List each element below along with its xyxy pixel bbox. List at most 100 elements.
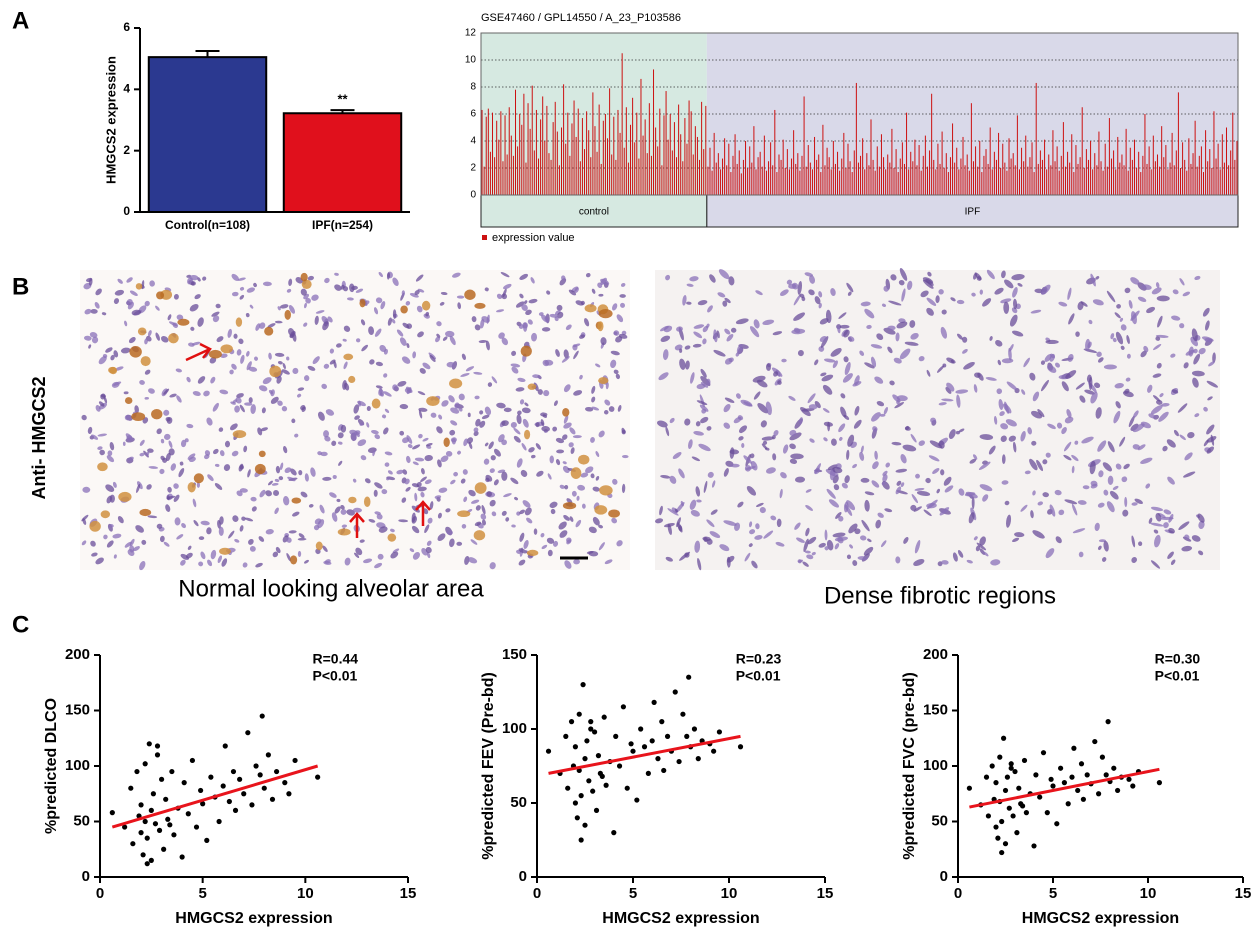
stained-cell (97, 462, 108, 472)
nucleus (192, 391, 201, 396)
nucleus (501, 510, 507, 516)
nucleus (1183, 471, 1196, 478)
nucleus (899, 348, 911, 360)
point (1111, 765, 1117, 771)
nucleus (899, 268, 908, 281)
nucleus (929, 440, 943, 449)
bar (282, 112, 403, 213)
nucleus (89, 331, 98, 338)
point (1084, 772, 1090, 778)
stained-cell (129, 346, 142, 358)
nucleus (227, 328, 232, 338)
bar (1225, 127, 1227, 195)
nucleus (418, 409, 423, 419)
histology-image (654, 268, 1220, 571)
nucleus (169, 393, 177, 398)
bar (883, 157, 885, 195)
nucleus (975, 545, 981, 552)
bar (857, 162, 859, 195)
trend-line (111, 764, 319, 829)
nucleus (696, 400, 708, 406)
bar (964, 165, 966, 195)
nucleus (327, 316, 333, 323)
nucleus (381, 489, 388, 495)
bar (680, 134, 682, 195)
nucleus (1140, 457, 1153, 464)
nucleus (514, 496, 519, 501)
nucleus (689, 276, 699, 282)
nucleus (870, 344, 883, 349)
nucleus (1084, 389, 1095, 395)
bar (607, 138, 609, 195)
nucleus (286, 537, 292, 543)
bar (998, 132, 1000, 195)
stained-cell (387, 533, 397, 542)
bar (1052, 130, 1054, 195)
nucleus (176, 314, 184, 321)
nucleus (189, 274, 199, 281)
nucleus (569, 516, 574, 522)
point (163, 796, 169, 802)
y-tick-label: 150 (65, 701, 90, 718)
nucleus (864, 362, 875, 369)
point (1016, 785, 1022, 791)
nucleus (1000, 435, 1007, 442)
bar (736, 163, 738, 195)
nucleus (591, 288, 596, 294)
point (985, 813, 992, 819)
nucleus (531, 454, 536, 459)
nucleus (474, 521, 482, 526)
bar (682, 161, 684, 195)
bar (1010, 158, 1012, 195)
nucleus (1178, 521, 1190, 530)
nucleus (458, 407, 463, 412)
bar (901, 142, 903, 195)
nucleus (957, 550, 964, 558)
bar (707, 166, 709, 195)
bar (521, 124, 523, 195)
nucleus (1143, 345, 1149, 353)
bar (1223, 162, 1225, 195)
bar (1050, 165, 1052, 195)
nucleus (830, 288, 836, 296)
nucleus (200, 551, 206, 560)
nucleus (541, 314, 549, 323)
bar (1177, 92, 1179, 195)
bar (1092, 169, 1094, 195)
point (128, 785, 134, 791)
nucleus (794, 476, 806, 483)
nucleus (1001, 270, 1006, 279)
nucleus (613, 330, 620, 336)
point (1040, 750, 1047, 756)
nucleus (872, 426, 878, 432)
nucleus (277, 360, 283, 365)
point (148, 807, 154, 814)
nucleus (1206, 436, 1217, 443)
nucleus (553, 540, 559, 547)
bar (952, 123, 954, 195)
nucleus (188, 342, 195, 347)
nucleus (1055, 362, 1060, 368)
nucleus (420, 491, 425, 498)
bar (920, 170, 922, 195)
nucleus (895, 486, 902, 495)
nucleus (117, 278, 123, 284)
bar (933, 159, 935, 195)
stained-cell (343, 353, 354, 361)
nucleus (563, 384, 571, 393)
bar (755, 169, 757, 195)
nucleus (909, 320, 916, 328)
nucleus (660, 325, 669, 332)
nucleus (773, 371, 779, 377)
bar (995, 159, 997, 195)
nucleus (262, 377, 272, 385)
nucleus (710, 509, 718, 515)
nucleus (718, 269, 730, 280)
nucleus (1000, 423, 1009, 430)
nucleus (841, 482, 848, 489)
nucleus (806, 554, 814, 560)
nucleus (510, 421, 517, 428)
nucleus (203, 390, 210, 397)
point (989, 763, 995, 769)
nucleus (436, 426, 443, 434)
